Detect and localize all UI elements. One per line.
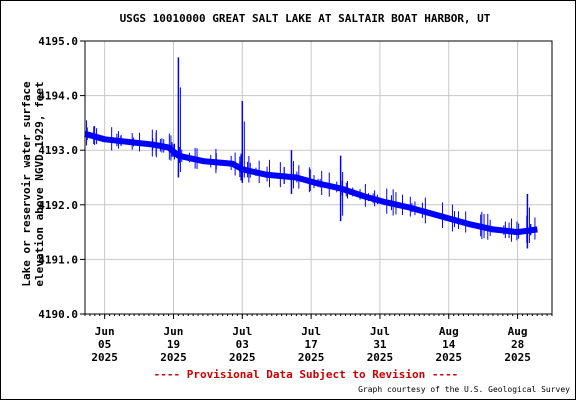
y-tick-label: 4191.0 [38, 253, 78, 266]
x-tick-label-year: 2025 [160, 351, 187, 364]
x-tick-label-year: 2025 [298, 351, 325, 364]
x-tick-label-month: Jun [95, 325, 115, 338]
plot-border [84, 40, 553, 315]
x-tick-label-day: 19 [167, 338, 180, 351]
usgs-courtesy: Graph courtesy of the U.S. Geological Su… [358, 385, 570, 394]
x-tick-label-month: Jul [301, 325, 321, 338]
x-tick-label-day: 31 [373, 338, 387, 351]
y-tick-label: 4192.0 [38, 199, 78, 212]
plot-area [85, 41, 552, 314]
y-tick-label: 4193.0 [38, 144, 78, 157]
x-tick-label-day: 14 [442, 338, 456, 351]
x-tick-label-month: Jul [370, 325, 390, 338]
y-tick-label: 4190.0 [38, 308, 78, 321]
x-tick-label-year: 2025 [229, 351, 256, 364]
x-tick-label-month: Aug [439, 325, 459, 338]
x-tick-label-day: 28 [511, 338, 524, 351]
x-tick-label-year: 2025 [436, 351, 463, 364]
x-tick-label-year: 2025 [367, 351, 394, 364]
y-tick-label: 4195.0 [38, 35, 78, 48]
y-tick-label: 4194.0 [38, 90, 78, 103]
x-tick-label-day: 03 [236, 338, 249, 351]
provisional-notice: ---- Provisional Data Subject to Revisio… [153, 368, 459, 381]
x-tick-label-month: Aug [508, 325, 528, 338]
x-tick-label-day: 17 [305, 338, 318, 351]
chart-title: USGS 10010000 GREAT SALT LAKE AT SALTAIR… [119, 12, 491, 25]
x-tick-label-year: 2025 [91, 351, 118, 364]
x-tick-label-year: 2025 [504, 351, 531, 364]
x-tick-label-month: Jun [164, 325, 184, 338]
x-tick-label-day: 05 [98, 338, 111, 351]
x-tick-label-month: Jul [232, 325, 252, 338]
